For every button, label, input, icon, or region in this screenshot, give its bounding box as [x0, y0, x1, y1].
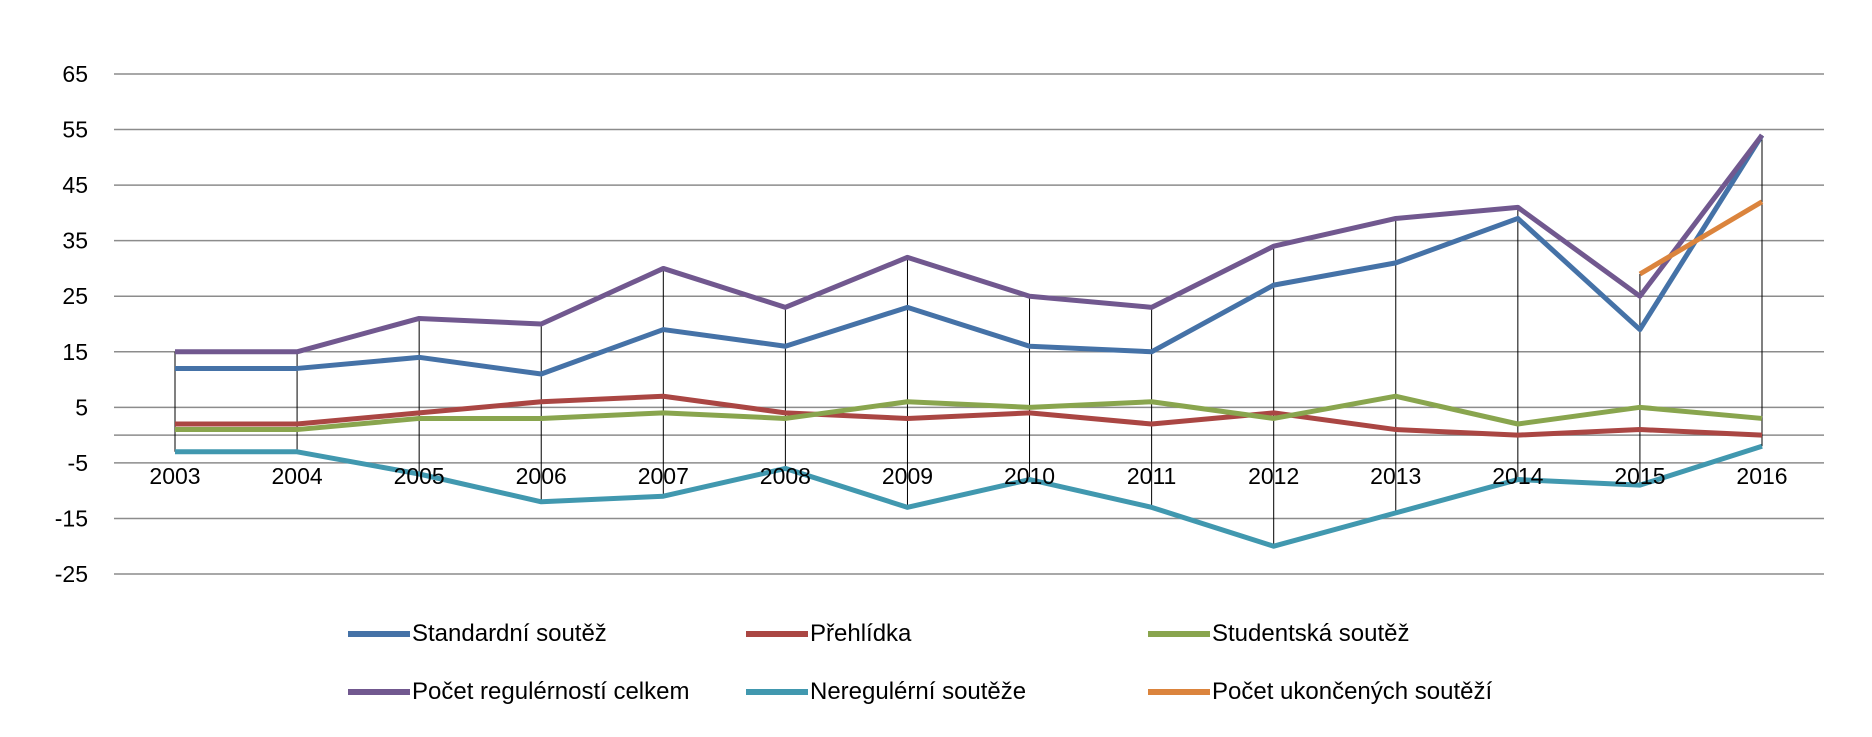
legend-item: Neregulérní soutěže: [746, 678, 1026, 706]
y-tick-label: -25: [55, 561, 88, 587]
legend-swatch: [348, 631, 410, 637]
legend-label: Neregulérní soutěže: [810, 678, 1027, 705]
x-tick-label: 2004: [271, 463, 322, 489]
legend-item: Přehlídka: [746, 620, 911, 648]
x-tick-label: 2003: [149, 463, 200, 489]
legend-item: Počet ukončených soutěží: [1148, 678, 1492, 706]
x-tick-label: 2006: [516, 463, 567, 489]
x-tick-label: 2011: [1127, 463, 1176, 489]
series-line: [175, 133, 1764, 355]
legend-item: Počet regulérností celkem: [348, 678, 689, 706]
y-tick-label: 45: [62, 172, 88, 198]
y-tick-label: 55: [62, 117, 88, 143]
y-tick-label: 65: [62, 61, 88, 87]
x-tick-label: 2014: [1492, 463, 1543, 489]
legend-swatch: [746, 689, 808, 695]
x-tick-label: 2016: [1736, 463, 1787, 489]
legend-swatch: [1148, 689, 1210, 695]
y-tick-label: -5: [68, 450, 88, 476]
legend-item: Studentská soutěž: [1148, 620, 1409, 648]
x-tick-label: 2009: [882, 463, 933, 489]
x-tick-label: 2010: [1004, 463, 1055, 489]
series-line: [175, 133, 1765, 377]
legend-label: Počet ukončených soutěží: [1212, 678, 1493, 705]
legend-label: Počet regulérností celkem: [412, 678, 690, 705]
x-tick-label: 2005: [394, 463, 445, 489]
y-tick-label: -15: [55, 505, 88, 531]
legend-item: Standardní soutěž: [348, 620, 607, 648]
series-line: [1638, 199, 1764, 277]
y-tick-label: 5: [75, 394, 88, 420]
legend-swatch: [1148, 631, 1210, 637]
x-tick-label: 2013: [1370, 463, 1421, 489]
y-tick-label: 35: [62, 228, 88, 254]
x-tick-label: 2007: [638, 463, 689, 489]
y-tick-label: 15: [62, 339, 88, 365]
legend-label: Přehlídka: [810, 620, 912, 647]
y-tick-label: 25: [62, 283, 88, 309]
series-line: [175, 393, 1763, 433]
legend-label: Studentská soutěž: [1212, 620, 1410, 647]
x-tick-label: 2012: [1248, 463, 1299, 489]
series-line: [175, 393, 1763, 438]
series-line: [175, 443, 1763, 549]
legend-label: Standardní soutěž: [412, 620, 607, 647]
legend-swatch: [746, 631, 808, 637]
legend-swatch: [348, 689, 410, 695]
x-tick-label: 2008: [760, 463, 811, 489]
x-tick-label: 2015: [1614, 463, 1665, 489]
